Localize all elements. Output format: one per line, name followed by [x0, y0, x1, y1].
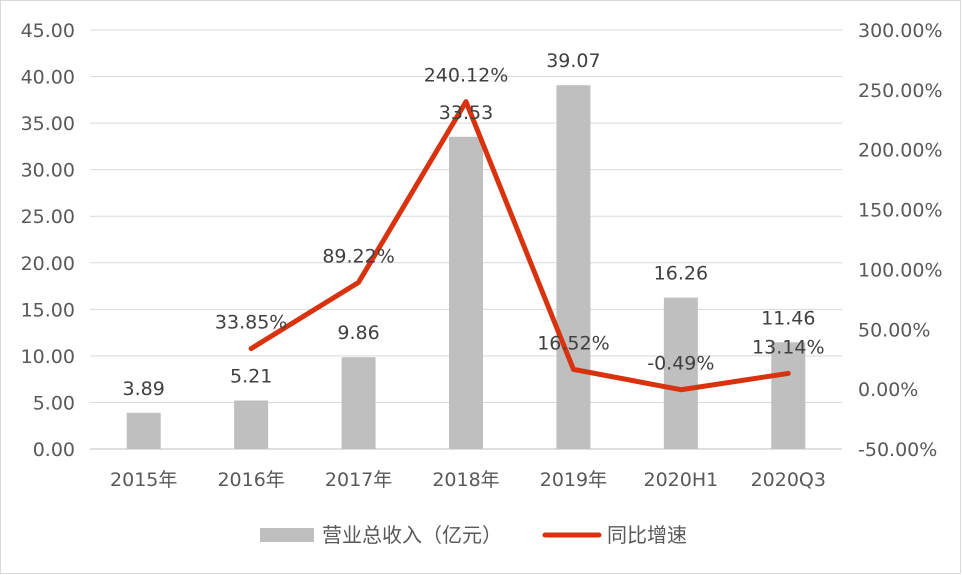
x-tick-label: 2019年	[540, 469, 607, 491]
y-right-tick-label: 150.00%	[858, 200, 943, 222]
growth-data-label: -0.49%	[647, 353, 714, 375]
y-left-tick-label: 45.00	[21, 20, 75, 42]
y-left-tick-label: 15.00	[21, 299, 75, 321]
revenue-bar	[341, 357, 376, 449]
y-right-tick-label: 100.00%	[858, 259, 943, 281]
y-left-tick-label: 40.00	[21, 67, 75, 89]
y-left-tick-label: 0.00	[33, 439, 75, 461]
x-tick-label: 2020H1	[643, 469, 718, 491]
y-right-tick-label: 300.00%	[858, 20, 943, 42]
x-tick-label: 2018年	[432, 469, 499, 491]
x-tick-label: 2015年	[110, 469, 177, 491]
revenue-data-label: 33.53	[439, 102, 493, 124]
legend-growth-label: 同比增速	[607, 523, 687, 547]
growth-data-label: 16.52%	[537, 332, 609, 354]
revenue-bar	[663, 297, 698, 449]
y-right-tick-label: 50.00%	[858, 319, 930, 341]
y-left-tick-label: 25.00	[21, 206, 75, 228]
revenue-bar	[771, 342, 806, 449]
revenue-bar	[556, 85, 591, 449]
legend-revenue-label: 营业总收入（亿元）	[322, 523, 502, 547]
y-left-tick-label: 35.00	[21, 113, 75, 135]
revenue-data-label: 9.86	[337, 322, 379, 344]
growth-data-label: 33.85%	[215, 312, 287, 334]
revenue-data-label: 11.46	[761, 307, 815, 329]
revenue-data-label: 16.26	[654, 263, 708, 285]
revenue-bar	[234, 400, 269, 449]
growth-rate-line	[248, 99, 791, 393]
x-tick-label: 2017年	[325, 469, 392, 491]
legend-revenue-swatch	[260, 528, 314, 542]
revenue-bar	[126, 412, 161, 449]
revenue-data-label: 5.21	[230, 365, 272, 387]
growth-data-label: 13.14%	[752, 336, 824, 358]
y-right-tick-label: 0.00%	[858, 379, 918, 401]
x-tick-label: 2020Q3	[751, 469, 826, 491]
y-left-tick-label: 20.00	[21, 253, 75, 275]
revenue-bar	[449, 136, 483, 449]
growth-data-label: 240.12%	[424, 65, 509, 87]
x-tick-label: 2016年	[217, 469, 284, 491]
revenue-data-label: 3.89	[123, 378, 165, 400]
revenue-data-label: 39.07	[546, 50, 600, 72]
growth-data-label: 89.22%	[322, 245, 394, 267]
y-left-tick-label: 5.00	[33, 392, 75, 414]
y-left-tick-label: 30.00	[21, 160, 75, 182]
y-right-tick-label: 250.00%	[858, 80, 943, 102]
y-right-tick-label: 200.00%	[858, 140, 943, 162]
y-right-tick-label: -50.00%	[858, 439, 937, 461]
y-left-tick-label: 10.00	[21, 346, 75, 368]
